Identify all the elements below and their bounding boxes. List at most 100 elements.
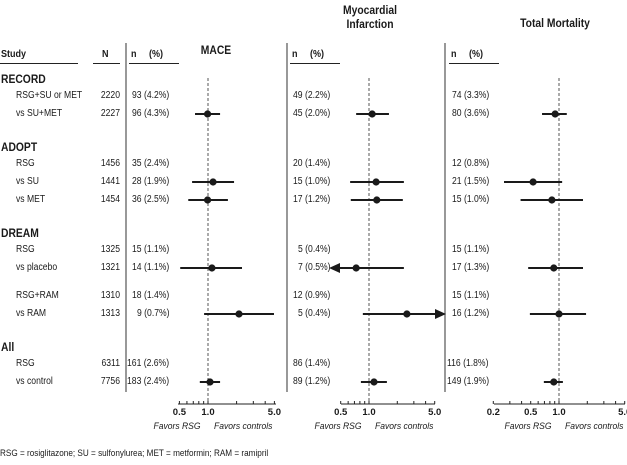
row-n-total: 1310 [100, 290, 120, 301]
row-label: vs RAM [16, 308, 47, 319]
x-tick-label-tm: 5.0 [618, 407, 627, 418]
row-events-mace: 14 (1.1%) [132, 262, 169, 274]
panel-title-tm: Total Mortality [520, 16, 590, 30]
panel-title-mace: MACE [200, 43, 232, 57]
favors-right-label-mi: Favors controls [375, 421, 434, 432]
footnote: RSG = rosiglitazone; SU = sulfonylurea; … [0, 448, 312, 460]
panel-title-mi: Myocardial [343, 3, 397, 17]
row-events-value: 183 (2.4%) [127, 376, 170, 387]
row-events-value: 14 (1.1%) [132, 262, 170, 273]
point-estimate-mace [235, 310, 243, 318]
row-events-mace: 15 (1.1%) [132, 244, 169, 256]
row-n-total: 1454 [100, 194, 120, 205]
row-events-mace: 161 (2.6%) [127, 358, 169, 370]
group-label: RECORD [1, 72, 46, 86]
row-label: RSG [16, 244, 35, 255]
row-events-value: 74 (3.3%) [452, 90, 490, 101]
row-label: vs SU+MET [16, 108, 63, 119]
n-column-header-mace: n [131, 48, 137, 60]
x-tick-label-mace: 1.0 [201, 407, 215, 418]
row-events-value: 28 (1.9%) [132, 176, 170, 187]
x-tick-label-mi: 0.5 [334, 407, 348, 418]
row-events-value: 45 (2.0%) [293, 108, 331, 119]
row-events-value: 7 (0.5%) [298, 262, 331, 273]
row-events-tm: 15 (1.0%) [452, 194, 489, 206]
row-n-total: 2220 [100, 90, 120, 101]
row-events-tm: 116 (1.8%) [447, 358, 488, 370]
row-events-value: 5 (0.4%) [298, 308, 331, 319]
row-label: RSG+SU or MET [16, 90, 83, 101]
row-n-total: 1321 [100, 262, 120, 273]
row-events-value: 17 (1.2%) [293, 194, 331, 205]
pct-column-header-mace: (%) [149, 48, 164, 60]
footnote-text: RSG = rosiglitazone; SU = sulfonylurea; … [0, 448, 269, 459]
study-column-header: Study [1, 48, 27, 60]
n-total-header-underline [93, 63, 120, 64]
point-estimate-mi [352, 264, 360, 272]
x-tick-label-tm: 0.2 [486, 407, 500, 418]
point-estimate-mace [209, 178, 217, 186]
row-events-value: 15 (1.1%) [452, 290, 490, 301]
row-label: vs control [16, 376, 53, 387]
row-events-mace: 18 (1.4%) [132, 290, 169, 302]
row-events-value: 5 (0.4%) [298, 244, 331, 255]
favors-left-label-tm: Favors RSG [504, 421, 552, 432]
n-column-header-mi: n [292, 48, 298, 60]
row-events-mi: 5 (0.4%) [298, 308, 331, 320]
row-events-value: 21 (1.5%) [452, 176, 490, 187]
x-tick-label-tm: 1.0 [552, 407, 566, 418]
row-events-value: 15 (1.0%) [452, 194, 490, 205]
study-header-underline [0, 63, 78, 64]
row-events-mi: 15 (1.0%) [293, 176, 330, 188]
row-n-total: 1441 [100, 176, 120, 187]
n-column-header-tm: n [451, 48, 457, 60]
row-events-mace: 35 (2.4%) [132, 158, 169, 170]
row-n-total: 7756 [100, 376, 120, 387]
row-events-tm: 149 (1.9%) [447, 376, 489, 388]
row-events-mace: 96 (4.3%) [132, 108, 169, 120]
row-events-tm: 74 (3.3%) [452, 90, 489, 102]
point-estimate-mi [373, 196, 381, 204]
row-events-tm: 16 (1.2%) [452, 308, 489, 320]
row-events-value: 12 (0.9%) [293, 290, 331, 301]
row-events-value: 89 (1.2%) [293, 376, 331, 387]
group-label: All [1, 340, 15, 354]
point-estimate-mi [403, 310, 411, 318]
pct-column-header-mi: (%) [310, 48, 325, 60]
row-events-value: 15 (1.1%) [452, 244, 490, 255]
row-events-value: 149 (1.9%) [447, 376, 490, 387]
favors-left-label-mi: Favors RSG [314, 421, 362, 432]
row-n-total: 1313 [100, 308, 120, 319]
row-events-value: 49 (2.2%) [293, 90, 331, 101]
row-events-value: 35 (2.4%) [132, 158, 170, 169]
row-events-mace: 28 (1.9%) [132, 176, 169, 188]
panel-title-mi: Infarction [346, 17, 394, 31]
row-events-mi: 20 (1.4%) [293, 158, 330, 170]
x-tick-label-tm: 0.5 [524, 407, 538, 418]
row-events-mi: 7 (0.5%) [298, 262, 331, 274]
favors-right-label-tm: Favors controls [565, 421, 624, 432]
row-events-tm: 80 (3.6%) [452, 108, 489, 120]
favors-left-label-mace: Favors RSG [153, 421, 201, 432]
row-events-value: 20 (1.4%) [293, 158, 331, 169]
x-tick-label-mi: 1.0 [362, 407, 376, 418]
row-events-mace: 36 (2.5%) [132, 194, 169, 206]
row-events-value: 36 (2.5%) [132, 194, 170, 205]
row-label: vs MET [16, 194, 46, 205]
row-events-value: 116 (1.8%) [447, 358, 489, 369]
point-estimate-tm [550, 264, 558, 272]
row-label: vs placebo [16, 262, 58, 273]
point-estimate-tm [548, 196, 556, 204]
row-events-value: 9 (0.7%) [137, 308, 170, 319]
row-label: RSG+RAM [16, 290, 59, 301]
row-events-value: 15 (1.0%) [293, 176, 331, 187]
x-tick-label-mace: 5.0 [267, 407, 281, 418]
point-estimate-mace [203, 196, 212, 204]
row-events-mi: 49 (2.2%) [293, 90, 330, 102]
ci-arrow-right-mi [435, 309, 446, 319]
pct-column-header-tm: (%) [469, 48, 484, 60]
point-estimate-tm [551, 110, 559, 118]
row-label: RSG [16, 358, 35, 369]
row-events-tm: 21 (1.5%) [452, 176, 489, 188]
